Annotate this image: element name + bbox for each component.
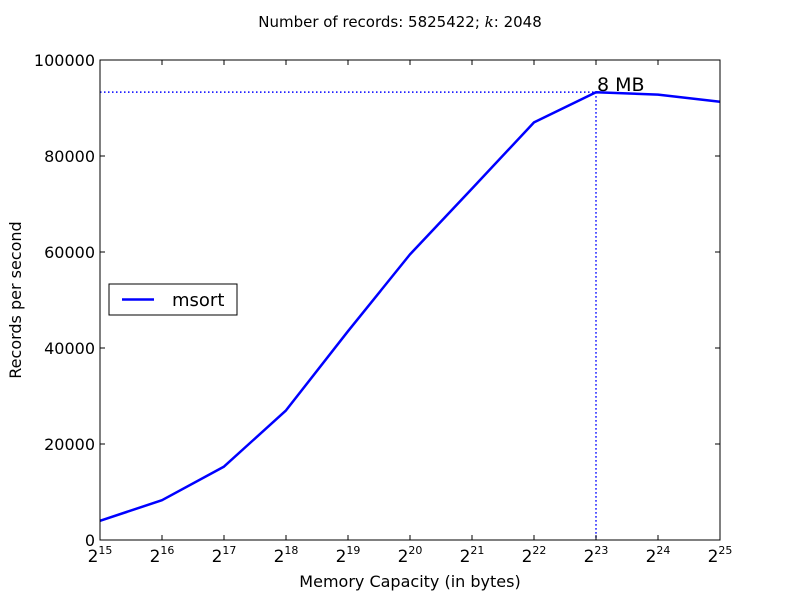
x-tick-base: 2 — [460, 547, 471, 567]
y-tick-label: 60000 — [44, 243, 95, 262]
x-axis-label: Memory Capacity (in bytes) — [299, 572, 520, 591]
annotation-label: 8 MB — [597, 74, 645, 96]
x-tick-label: 224 — [646, 544, 671, 567]
x-tick-exponent: 19 — [346, 544, 360, 557]
x-tick-base: 2 — [708, 547, 719, 567]
y-tick-label: 40000 — [44, 339, 95, 358]
x-tick-label: 225 — [708, 544, 733, 567]
x-tick-label: 222 — [522, 544, 547, 567]
x-tick-exponent: 17 — [222, 544, 236, 557]
y-axis-label: Records per second — [6, 221, 25, 378]
x-tick-exponent: 20 — [408, 544, 422, 557]
x-tick-exponent: 22 — [532, 544, 546, 557]
y-tick-label: 80000 — [44, 147, 95, 166]
legend-label-msort: msort — [172, 290, 224, 311]
x-tick-label: 223 — [584, 544, 609, 567]
chart-title-k-symbol: k — [485, 13, 494, 31]
x-tick-exponent: 15 — [98, 544, 112, 557]
y-tick-label: 100000 — [34, 51, 95, 70]
y-tick-label: 0 — [85, 531, 95, 550]
x-tick-exponent: 25 — [718, 544, 732, 557]
legend-box — [108, 283, 238, 316]
x-tick-exponent: 23 — [594, 544, 608, 557]
x-tick-label: 219 — [336, 544, 361, 567]
x-tick-base: 2 — [398, 547, 409, 567]
x-tick-base: 2 — [150, 547, 161, 567]
x-tick-label: 221 — [460, 544, 485, 567]
x-tick-base: 2 — [274, 547, 285, 567]
x-tick-label: 220 — [398, 544, 423, 567]
x-tick-exponent: 21 — [470, 544, 484, 557]
x-tick-label: 218 — [274, 544, 299, 567]
x-tick-base: 2 — [646, 547, 657, 567]
x-tick-base: 2 — [584, 547, 595, 567]
x-tick-base: 2 — [336, 547, 347, 567]
x-tick-base: 2 — [522, 547, 533, 567]
legend: msort — [108, 283, 238, 316]
plot-area: 8 MB — [99, 74, 721, 540]
x-tick-label: 217 — [212, 544, 237, 567]
x-tick-base: 2 — [212, 547, 223, 567]
x-tick-exponent: 24 — [656, 544, 670, 557]
x-tick-label: 215 — [88, 544, 113, 567]
axis-ticks: 215 216 217 218 219 220 221 222 223 224 2250200004… — [34, 51, 732, 567]
x-tick-label: 216 — [150, 544, 175, 567]
chart-title-suffix: : 2048 — [494, 13, 542, 31]
x-tick-base: 2 — [88, 547, 99, 567]
chart-title-prefix: Number of records: 5825422; — [258, 13, 484, 31]
chart-title: Number of records: 5825422; k: 2048 — [258, 13, 542, 31]
y-tick-label: 20000 — [44, 435, 95, 454]
x-tick-exponent: 18 — [284, 544, 298, 557]
x-tick-exponent: 16 — [160, 544, 174, 557]
